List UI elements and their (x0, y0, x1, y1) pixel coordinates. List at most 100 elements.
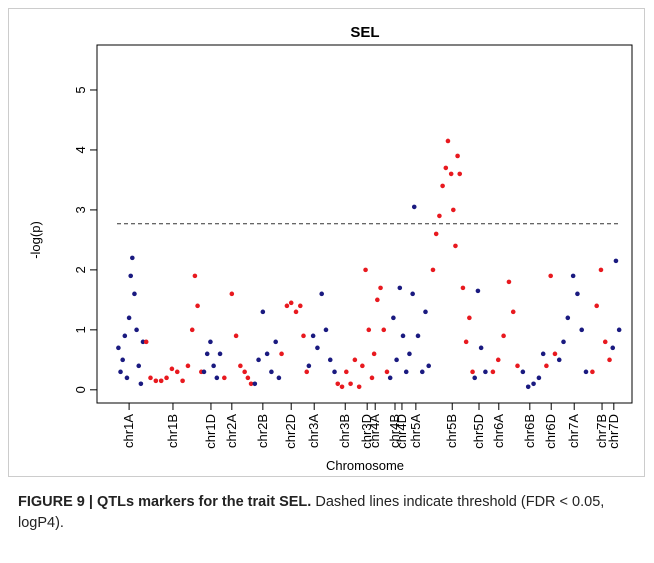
marker-point (457, 171, 463, 177)
marker-point (352, 357, 358, 363)
marker-point (445, 138, 451, 144)
marker-point (217, 351, 223, 357)
y-tick-label: 4 (73, 146, 88, 153)
plot-box (96, 44, 633, 404)
marker-point (570, 273, 576, 279)
marker-point (233, 333, 239, 339)
x-tick-label: chr2B (255, 414, 270, 448)
caption: FIGURE 9 | QTLs markers for the trait SE… (18, 492, 618, 534)
x-tick-label: chr1B (165, 414, 180, 448)
marker-point (433, 231, 439, 237)
marker-point (310, 333, 316, 339)
marker-point (204, 351, 210, 357)
marker-point (360, 363, 365, 369)
marker-point (248, 381, 254, 387)
marker-point (411, 204, 417, 210)
marker-point (279, 351, 284, 357)
marker-point (304, 369, 310, 375)
x-tick-label: chr3A (306, 414, 321, 448)
marker-point (536, 375, 542, 381)
marker-point (132, 291, 137, 297)
x-tick-label: chr5A (408, 414, 423, 448)
marker-point (463, 339, 469, 345)
marker-point (189, 327, 195, 333)
marker-point (260, 309, 266, 315)
marker-point (371, 351, 377, 357)
marker-point (122, 333, 128, 339)
marker-point (269, 369, 274, 375)
marker-point (451, 207, 456, 213)
y-axis-label: -log(p) (28, 221, 43, 259)
marker-point (348, 381, 353, 387)
marker-point (583, 369, 589, 375)
x-tick-label: chr2D (283, 414, 298, 449)
x-tick-label: chr7A (566, 414, 581, 448)
marker-point (298, 303, 303, 309)
marker-point (495, 357, 501, 363)
marker-point (366, 327, 372, 333)
marker-point (381, 327, 387, 333)
marker-point (134, 327, 139, 333)
marker-point (164, 375, 169, 381)
marker-point (419, 369, 425, 375)
marker-point (437, 213, 442, 219)
marker-point (403, 369, 409, 375)
marker-point (590, 369, 595, 375)
marker-point (556, 357, 562, 363)
marker-point (238, 363, 243, 369)
marker-point (472, 375, 478, 381)
marker-point (544, 363, 549, 369)
marker-point (335, 381, 341, 387)
marker-point (332, 369, 337, 375)
marker-point (531, 381, 536, 387)
marker-point (185, 363, 191, 369)
marker-point (276, 375, 282, 381)
marker-point (423, 309, 428, 315)
marker-point (483, 369, 488, 375)
marker-point (192, 273, 198, 279)
figure-frame (8, 8, 645, 477)
marker-point (323, 327, 329, 333)
marker-point (126, 315, 132, 321)
marker-point (120, 357, 125, 363)
marker-point (561, 339, 566, 345)
marker-point (475, 288, 481, 294)
chart-title: SEL (350, 24, 379, 41)
marker-point (616, 327, 622, 333)
marker-point (378, 285, 383, 291)
marker-point (339, 384, 345, 390)
marker-point (284, 303, 290, 309)
y-tick-label: 3 (73, 206, 88, 213)
marker-point (140, 339, 146, 345)
marker-point (443, 165, 449, 171)
marker-point (579, 327, 585, 333)
marker-point (136, 363, 142, 369)
marker-point (598, 267, 604, 273)
x-tick-label: chr6B (522, 414, 537, 448)
marker-point (610, 345, 616, 351)
marker-point (211, 363, 216, 369)
marker-point (391, 315, 396, 321)
marker-point (552, 351, 558, 357)
marker-point (315, 345, 320, 351)
marker-point (515, 363, 520, 369)
marker-point (501, 333, 506, 339)
marker-point (613, 258, 619, 264)
marker-point (306, 363, 312, 369)
marker-point (180, 378, 185, 384)
marker-point (222, 375, 227, 381)
marker-point (344, 369, 349, 375)
marker-point (455, 153, 460, 159)
marker-point (319, 291, 325, 297)
x-tick-label: chr5D (471, 414, 486, 449)
marker-point (565, 315, 571, 321)
marker-point (256, 357, 261, 363)
x-tick-label: chr6D (543, 414, 558, 449)
marker-point (506, 279, 512, 285)
marker-point (130, 255, 135, 261)
marker-point (394, 357, 399, 363)
marker-point (407, 351, 412, 357)
marker-point (118, 369, 123, 375)
y-tick-label: 5 (73, 86, 88, 93)
marker-point (153, 378, 159, 384)
